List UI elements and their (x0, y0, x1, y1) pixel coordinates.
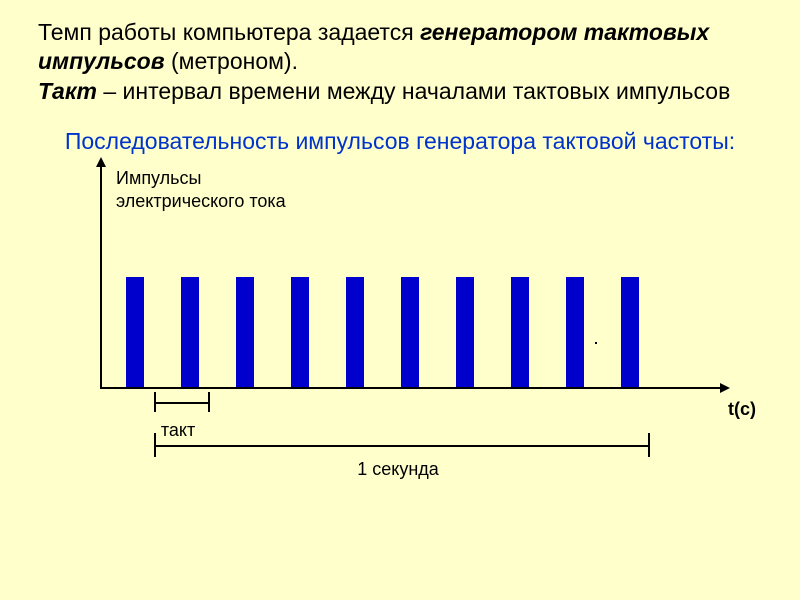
arrow-up-icon (96, 157, 106, 167)
pulse-diagram: Импульсы электрического тока t(с) такт 1… (38, 167, 762, 497)
pulse-bar (456, 277, 474, 387)
subtitle: Последовательность импульсов генератора … (38, 128, 762, 155)
p2-text: – интервал времени между началами тактов… (103, 78, 730, 104)
takt-label: такт (138, 420, 218, 441)
pulse-bar (566, 277, 584, 387)
paragraph-1: Темп работы компьютера задается генерато… (38, 18, 762, 77)
second-label: 1 секунда (298, 459, 498, 480)
axis-x (100, 387, 720, 389)
slide: Темп работы компьютера задается генерато… (0, 0, 800, 600)
pulse-bar (181, 277, 199, 387)
bracket-end-right (208, 392, 210, 412)
pulse-bar (236, 277, 254, 387)
pulse-bar (291, 277, 309, 387)
pulse-bar (401, 277, 419, 387)
takt-bracket (154, 402, 209, 412)
paragraph-2: Такт – интервал времени между началами т… (38, 77, 762, 106)
second-bracket (154, 445, 649, 457)
pulse-bar (621, 277, 639, 387)
pulse-bar (126, 277, 144, 387)
dot-marker (595, 342, 597, 344)
bracket-line (154, 445, 649, 447)
pulse-bar (346, 277, 364, 387)
p1-text-1: Темп работы компьютера задается (38, 19, 420, 45)
pulse-bars (38, 167, 762, 387)
pulse-bar (511, 277, 529, 387)
bracket-line (154, 402, 209, 404)
bracket-end-right (648, 433, 650, 457)
axis-label-t: t(с) (728, 399, 756, 420)
p2-emphasis: Такт (38, 78, 103, 104)
p1-text-2: (метроном). (171, 48, 298, 74)
